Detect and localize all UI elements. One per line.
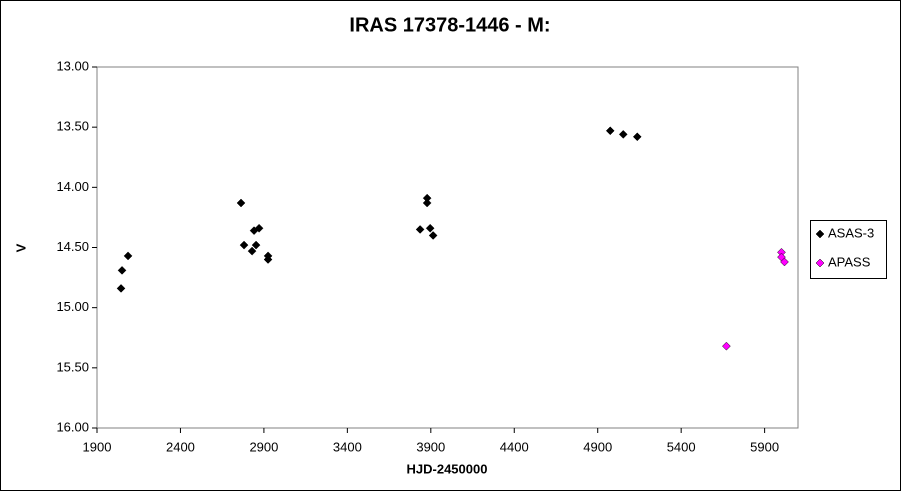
y-tick-label: 13.50: [56, 119, 89, 134]
legend-label: ASAS-3: [828, 225, 874, 240]
data-point: [422, 198, 432, 208]
legend-marker: [815, 258, 825, 268]
data-point: [247, 246, 257, 256]
y-tick-label: 13.00: [56, 58, 89, 73]
legend: [810, 220, 887, 279]
y-tick-label: 15.00: [56, 299, 89, 314]
data-point: [425, 223, 435, 233]
data-point: [236, 198, 246, 208]
data-point: [780, 257, 789, 267]
data-point: [239, 240, 249, 250]
y-tick-label: 14.00: [56, 179, 89, 194]
x-tick-label: 5400: [667, 439, 696, 454]
x-axis-label: HJD-2450000: [407, 461, 488, 476]
data-point: [116, 284, 126, 293]
data-point: [263, 255, 273, 264]
chart-title: IRAS 17378-1446 - M:: [349, 14, 550, 36]
data-point: [254, 223, 264, 233]
x-tick-label: 5900: [750, 439, 779, 454]
data-point: [428, 231, 438, 240]
x-tick-label: 3900: [416, 439, 445, 454]
x-tick-label: 2400: [166, 439, 195, 454]
y-tick-label: 16.00: [56, 419, 89, 434]
x-tick-label: 4400: [500, 439, 529, 454]
x-tick-label: 2900: [249, 439, 278, 454]
y-axis-label: V: [13, 243, 28, 252]
data-point: [251, 240, 261, 250]
data-point: [415, 225, 425, 234]
legend-label: APASS: [828, 254, 871, 269]
data-point: [117, 266, 127, 275]
data-point: [632, 132, 642, 142]
x-tick-label: 3400: [333, 439, 362, 454]
data-point: [123, 251, 133, 261]
data-point: [618, 130, 628, 139]
data-point: [722, 341, 731, 351]
y-tick-label: 14.50: [56, 239, 89, 254]
legend-marker: [815, 229, 825, 239]
plot-area: [96, 66, 799, 429]
y-tick-label: 15.50: [56, 359, 89, 374]
x-tick-label: 1900: [83, 439, 112, 454]
data-point: [605, 126, 615, 136]
x-tick-label: 4900: [583, 439, 612, 454]
